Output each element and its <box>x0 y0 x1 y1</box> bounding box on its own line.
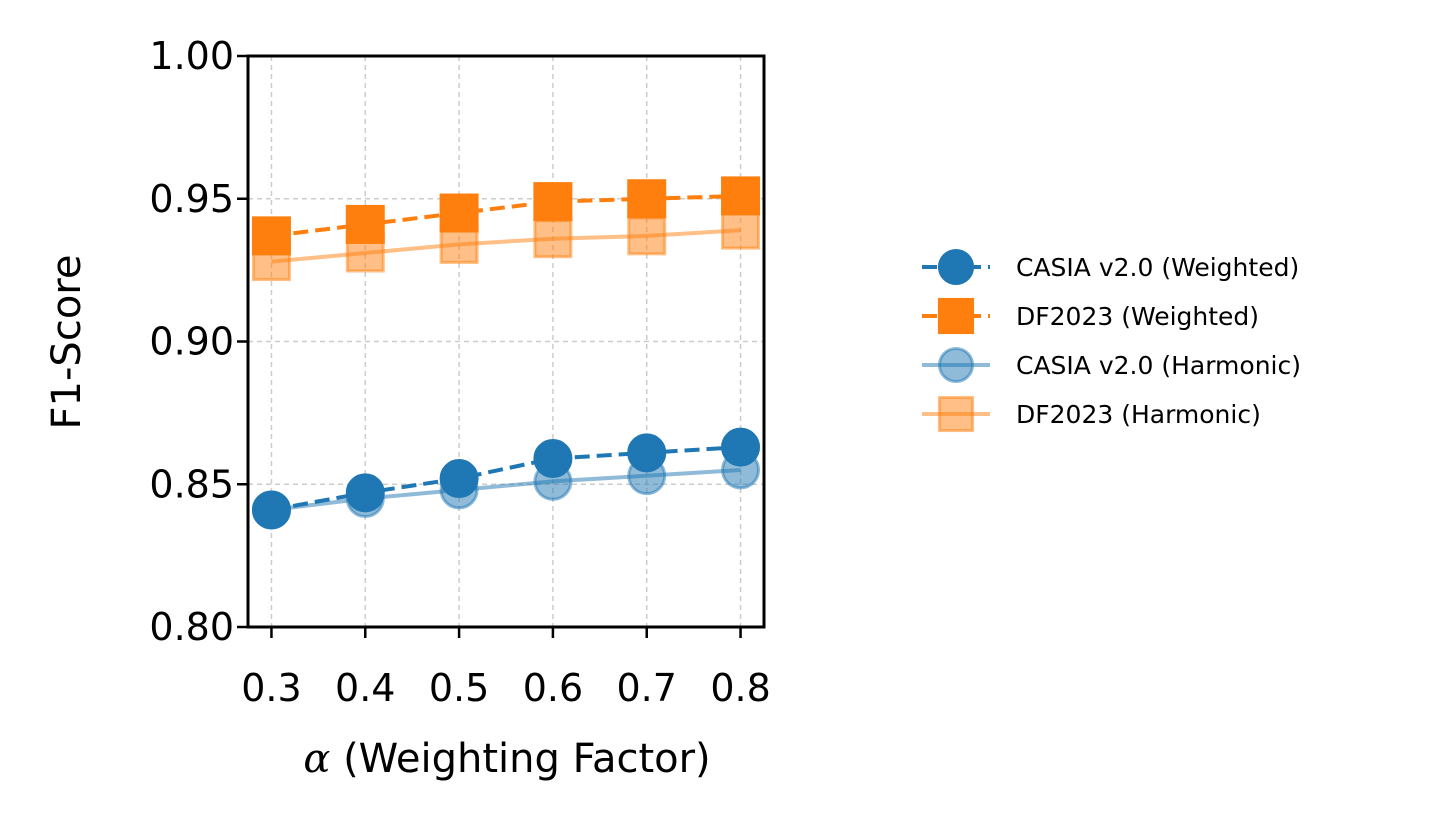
plot-frame <box>246 54 766 629</box>
y-tick-label: 1.00 <box>149 34 234 78</box>
data-point <box>533 219 573 259</box>
data-point <box>533 182 573 222</box>
x-axis-label-symbol: α <box>303 736 330 782</box>
grid <box>248 55 764 628</box>
x-axis-label: α (Weighting Factor) <box>303 736 710 782</box>
x-tick-label: 0.3 <box>241 666 301 710</box>
x-tick-label: 0.4 <box>335 666 395 710</box>
series-df2023-weighted- <box>251 176 761 256</box>
y-tick-label: 0.95 <box>149 177 234 221</box>
data-point <box>251 216 291 256</box>
data-point <box>627 433 667 473</box>
ticks: 0.3 0.4 0.5 0.6 0.7 0.8 0.80 0.85 0.90 0.95 1.00 <box>149 34 770 710</box>
data-point <box>721 427 761 467</box>
x-tick-label: 0.6 <box>523 666 583 710</box>
data-point <box>627 216 667 256</box>
series-casia-v2-0-weighted- <box>251 427 761 530</box>
legend-marker <box>937 346 975 384</box>
x-tick-label: 0.7 <box>617 666 677 710</box>
y-tick-label: 0.80 <box>149 605 234 649</box>
legend-label: CASIA v2.0 (Harmonic) <box>1016 351 1301 380</box>
x-tick-label: 0.5 <box>429 666 489 710</box>
series-casia-v2-0-harmonic- <box>251 450 761 530</box>
series-df2023-harmonic- <box>251 210 761 282</box>
series-line <box>271 193 741 238</box>
legend-entry: DF2023 (Harmonic) <box>922 395 1261 433</box>
x-axis-label-text: (Weighting Factor) <box>343 736 711 782</box>
legend-label: CASIA v2.0 (Weighted) <box>1016 253 1299 282</box>
legend-entry: DF2023 (Weighted) <box>922 297 1259 335</box>
y-tick-label: 0.90 <box>149 320 234 364</box>
legend-label: DF2023 (Harmonic) <box>1016 400 1261 429</box>
legend-marker <box>937 297 975 335</box>
legend-entry: CASIA v2.0 (Weighted) <box>922 248 1299 286</box>
data-point <box>533 439 573 479</box>
legend-entry: CASIA v2.0 (Harmonic) <box>922 346 1301 384</box>
x-tick-label: 0.8 <box>710 666 770 710</box>
data-point <box>251 490 291 530</box>
legend-marker <box>937 248 975 286</box>
data-point <box>439 193 479 233</box>
legend: CASIA v2.0 (Weighted) DF2023 (Weighted) CA… <box>922 248 1301 433</box>
data-point <box>439 459 479 499</box>
data-point <box>345 473 385 513</box>
legend-marker <box>937 395 975 433</box>
y-tick-label: 0.85 <box>149 462 234 506</box>
series-line <box>271 228 741 264</box>
data-point <box>721 176 761 216</box>
data-point <box>345 204 385 244</box>
y-axis-label: F1-Score <box>44 255 90 430</box>
data-point <box>721 210 761 250</box>
legend-label: DF2023 (Weighted) <box>1016 302 1259 331</box>
data-point <box>627 179 667 219</box>
series-layer <box>251 176 761 530</box>
series-line <box>271 468 741 512</box>
